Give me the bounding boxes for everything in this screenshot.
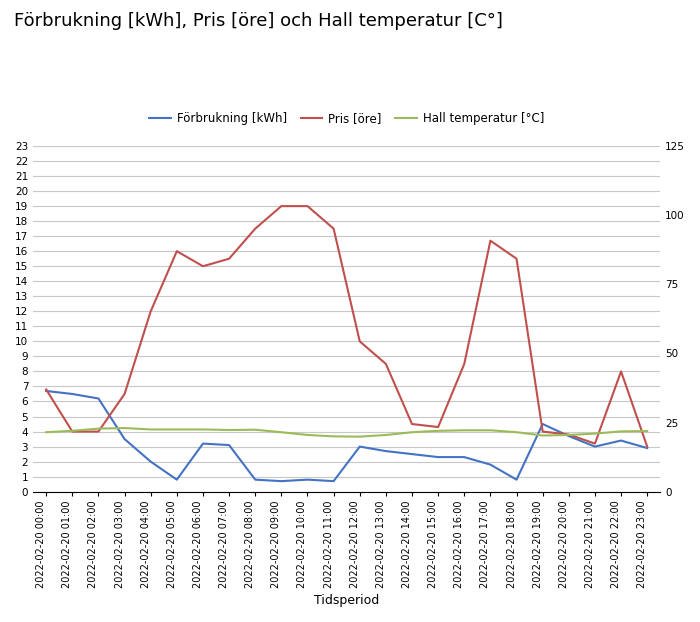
Hall temperatur [°C] — [591, 430, 599, 437]
Pris [öre] — [434, 424, 442, 431]
Hall temperatur [°C] — [94, 425, 103, 432]
Hall temperatur [°C] — [199, 425, 207, 433]
Pris [öre] — [565, 431, 573, 439]
Förbrukning [kWh] — [277, 478, 286, 485]
Pris [öre] — [199, 262, 207, 270]
Hall temperatur [°C] — [565, 431, 573, 439]
Pris [öre] — [356, 338, 364, 345]
Förbrukning [kWh] — [512, 476, 521, 483]
Hall temperatur [°C] — [173, 425, 181, 433]
Pris [öre] — [382, 360, 390, 368]
Pris [öre] — [486, 237, 495, 244]
Pris [öre] — [512, 255, 521, 262]
Pris [öre] — [617, 368, 625, 375]
Förbrukning [kWh] — [251, 476, 260, 483]
Pris [öre] — [225, 255, 233, 262]
Förbrukning [kWh] — [408, 450, 416, 458]
Pris [öre] — [330, 225, 338, 233]
Förbrukning [kWh] — [617, 437, 625, 444]
Pris [öre] — [251, 225, 260, 233]
Pris [öre] — [591, 440, 599, 447]
Hall temperatur [°C] — [225, 426, 233, 434]
Hall temperatur [°C] — [512, 429, 521, 436]
Förbrukning [kWh] — [42, 388, 50, 395]
Line: Pris [öre]: Pris [öre] — [46, 206, 648, 447]
Hall temperatur [°C] — [643, 427, 652, 435]
Förbrukning [kWh] — [434, 453, 442, 461]
Hall temperatur [°C] — [330, 433, 338, 440]
Hall temperatur [°C] — [486, 427, 495, 434]
Pris [öre] — [460, 360, 468, 368]
Hall temperatur [°C] — [303, 431, 312, 439]
Förbrukning [kWh] — [486, 461, 495, 468]
Hall temperatur [°C] — [120, 424, 129, 432]
Line: Hall temperatur [°C]: Hall temperatur [°C] — [46, 428, 648, 437]
Pris [öre] — [68, 428, 76, 435]
Hall temperatur [°C] — [68, 427, 76, 435]
Pris [öre] — [42, 386, 50, 393]
Förbrukning [kWh] — [356, 443, 364, 450]
Förbrukning [kWh] — [146, 458, 155, 465]
Hall temperatur [°C] — [460, 427, 468, 434]
Line: Förbrukning [kWh]: Förbrukning [kWh] — [46, 391, 648, 481]
Hall temperatur [°C] — [617, 428, 625, 435]
Legend: Förbrukning [kWh], Pris [öre], Hall temperatur [°C]: Förbrukning [kWh], Pris [öre], Hall temp… — [145, 107, 549, 129]
Hall temperatur [°C] — [408, 429, 416, 436]
Hall temperatur [°C] — [434, 427, 442, 435]
Förbrukning [kWh] — [94, 395, 103, 402]
Pris [öre] — [173, 248, 181, 255]
Förbrukning [kWh] — [199, 440, 207, 447]
Förbrukning [kWh] — [591, 443, 599, 450]
Hall temperatur [°C] — [251, 426, 260, 434]
X-axis label: Tidsperiod: Tidsperiod — [314, 594, 379, 607]
Text: Förbrukning [kWh], Pris [öre] och Hall temperatur [C°]: Förbrukning [kWh], Pris [öre] och Hall t… — [14, 12, 503, 30]
Pris [öre] — [538, 428, 547, 435]
Förbrukning [kWh] — [303, 476, 312, 483]
Förbrukning [kWh] — [330, 478, 338, 485]
Förbrukning [kWh] — [225, 442, 233, 449]
Förbrukning [kWh] — [643, 444, 652, 452]
Hall temperatur [°C] — [356, 433, 364, 440]
Hall temperatur [°C] — [277, 429, 286, 436]
Förbrukning [kWh] — [460, 453, 468, 461]
Pris [öre] — [277, 202, 286, 210]
Förbrukning [kWh] — [565, 432, 573, 440]
Pris [öre] — [303, 202, 312, 210]
Pris [öre] — [408, 420, 416, 428]
Pris [öre] — [94, 428, 103, 435]
Hall temperatur [°C] — [382, 431, 390, 439]
Förbrukning [kWh] — [382, 447, 390, 455]
Pris [öre] — [146, 308, 155, 315]
Förbrukning [kWh] — [120, 435, 129, 443]
Hall temperatur [°C] — [538, 432, 547, 439]
Hall temperatur [°C] — [42, 429, 50, 436]
Förbrukning [kWh] — [68, 390, 76, 397]
Förbrukning [kWh] — [173, 476, 181, 483]
Hall temperatur [°C] — [146, 425, 155, 433]
Pris [öre] — [643, 443, 652, 450]
Pris [öre] — [120, 390, 129, 397]
Förbrukning [kWh] — [538, 420, 547, 428]
